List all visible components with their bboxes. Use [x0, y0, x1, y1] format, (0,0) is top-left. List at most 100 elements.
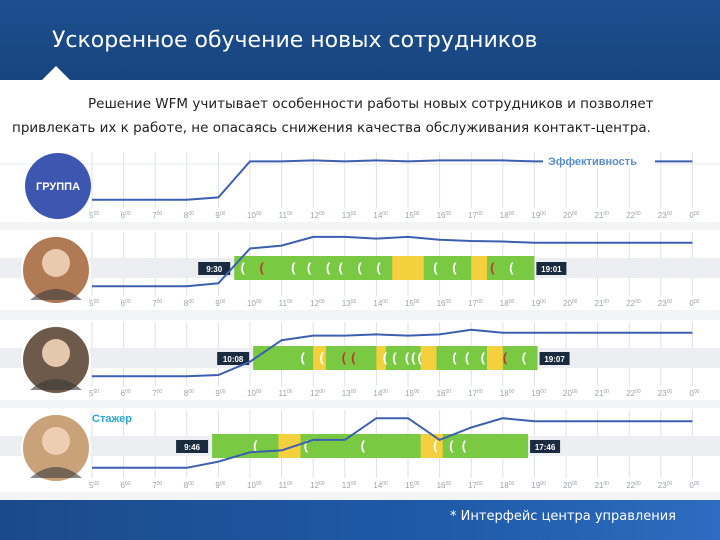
shift-end-label: 17:46: [535, 443, 556, 452]
hour-label: 1100: [279, 299, 293, 308]
shift-end-bg: [539, 352, 570, 365]
hour-label: 2200: [626, 211, 641, 220]
hour-label: 1400: [373, 211, 388, 220]
call-icon: (: [338, 260, 343, 275]
group-panel: 500 600 700 800 900 1000 1100 1200 1300 1400 1500 1…: [0, 150, 720, 222]
call-icon: (: [449, 438, 454, 453]
hour-label: 2100: [595, 389, 610, 398]
call-icon: (: [509, 260, 514, 275]
shift-start-label: 10:08: [223, 355, 244, 364]
call-icon: (: [405, 350, 410, 365]
group-badge: [25, 153, 91, 219]
hour-label: 800: [184, 211, 194, 220]
call-icon: (: [522, 350, 527, 365]
call-icon: (: [433, 260, 438, 275]
call-icon: (: [307, 260, 312, 275]
agent-efficiency-line: [92, 328, 693, 378]
hour-label: 1800: [500, 389, 515, 398]
hour-label: 2200: [626, 299, 641, 308]
hour-label: 2000: [563, 211, 578, 220]
call-icon: (: [465, 350, 470, 365]
hour-label: 2100: [595, 299, 610, 308]
hour-label: 1100: [279, 389, 293, 398]
hour-label: 1700: [468, 481, 483, 490]
hour-label: 800: [184, 481, 194, 490]
hour-label: 1000: [247, 211, 262, 220]
hour-label: 800: [184, 389, 194, 398]
hour-label: 2000: [563, 299, 578, 308]
hour-label: 1400: [373, 481, 388, 490]
call-icon: (: [304, 438, 309, 453]
header-notch: [42, 66, 70, 80]
hour-label: 1900: [531, 389, 546, 398]
hour-label: 1700: [468, 211, 483, 220]
shift-start-bg: [217, 352, 250, 365]
call-icon: (: [326, 260, 331, 275]
hour-label: 1600: [437, 211, 452, 220]
hour-label: 1200: [310, 211, 325, 220]
hour-label: 1300: [342, 481, 357, 490]
shift-end-bg: [530, 440, 561, 453]
agent-avatar-face: [42, 249, 70, 277]
trainee-label: Стажер: [92, 413, 132, 425]
agent-efficiency-line: [92, 235, 693, 288]
agent-avatar-face: [42, 427, 70, 455]
hour-label: 2300: [658, 299, 673, 308]
agent-avatar-face: [42, 339, 70, 367]
break-block: [278, 434, 301, 458]
call-icon: (: [357, 260, 362, 275]
hour-label: 2300: [658, 389, 673, 398]
footer-note: * Интерфейс центра управления: [450, 509, 676, 524]
hour-label: 1900: [531, 481, 546, 490]
shift-start-bg: [176, 440, 209, 453]
hour-label: 1700: [468, 389, 483, 398]
hour-label: 2200: [626, 389, 641, 398]
intro-line-1: Решение WFM учитывает особенности работы…: [88, 96, 654, 112]
hour-label: 000: [689, 389, 699, 398]
hour-label: 1700: [468, 299, 483, 308]
agent-panel: 500 600 700 800 900 1000 1100 1200 1300 1400 1500 1…: [0, 230, 720, 310]
efficiency-metric-label: Эффективность: [548, 156, 637, 168]
hour-label: 000: [689, 211, 699, 220]
hot-call-icon: (: [342, 350, 347, 365]
break-block: [376, 346, 386, 370]
hour-label: 600: [121, 389, 131, 398]
hour-label: 1300: [342, 389, 357, 398]
hot-call-icon: (: [259, 260, 264, 275]
hour-label: 1200: [310, 481, 325, 490]
call-icon: (: [452, 350, 457, 365]
break-block: [420, 346, 437, 370]
break-block: [313, 346, 326, 370]
break-block: [487, 346, 503, 370]
call-icon: (: [392, 350, 397, 365]
call-icon: (: [383, 350, 388, 365]
hour-label: 500: [89, 389, 99, 398]
control-center-interface: 500 600 700 800 900 1000 1100 1200 1300 1400 1500 1…: [0, 150, 720, 500]
call-icon: (: [433, 438, 438, 453]
hour-label: 500: [89, 299, 99, 308]
hour-label: 600: [121, 299, 131, 308]
hour-label: 1400: [373, 389, 388, 398]
call-icon: (: [291, 260, 296, 275]
call-icon: (: [452, 260, 457, 275]
break-block: [471, 256, 487, 280]
hour-label: 600: [121, 211, 131, 220]
hour-label: 800: [184, 299, 194, 308]
hour-label: 700: [152, 211, 162, 220]
hour-label: 1000: [247, 389, 262, 398]
hour-label: 2300: [658, 481, 673, 490]
shift-end-bg: [536, 262, 567, 275]
hour-label: 2300: [658, 211, 673, 220]
call-icon: (: [417, 350, 422, 365]
hour-label: 1500: [405, 211, 420, 220]
hour-label: 1800: [500, 299, 515, 308]
hour-label: 900: [215, 481, 225, 490]
call-icon: (: [481, 350, 486, 365]
shift-start-label: 9:30: [206, 265, 223, 274]
hour-label: 1600: [437, 299, 452, 308]
intro-line-2: привлекать их к работе, не опасаясь сниж…: [12, 120, 651, 136]
hour-label: 600: [121, 481, 131, 490]
slide-title: Ускоренное обучение новых сотрудников: [52, 28, 538, 53]
group-badge-label: ГРУППА: [36, 181, 80, 193]
agent-avatar-shoulders: [30, 467, 82, 478]
